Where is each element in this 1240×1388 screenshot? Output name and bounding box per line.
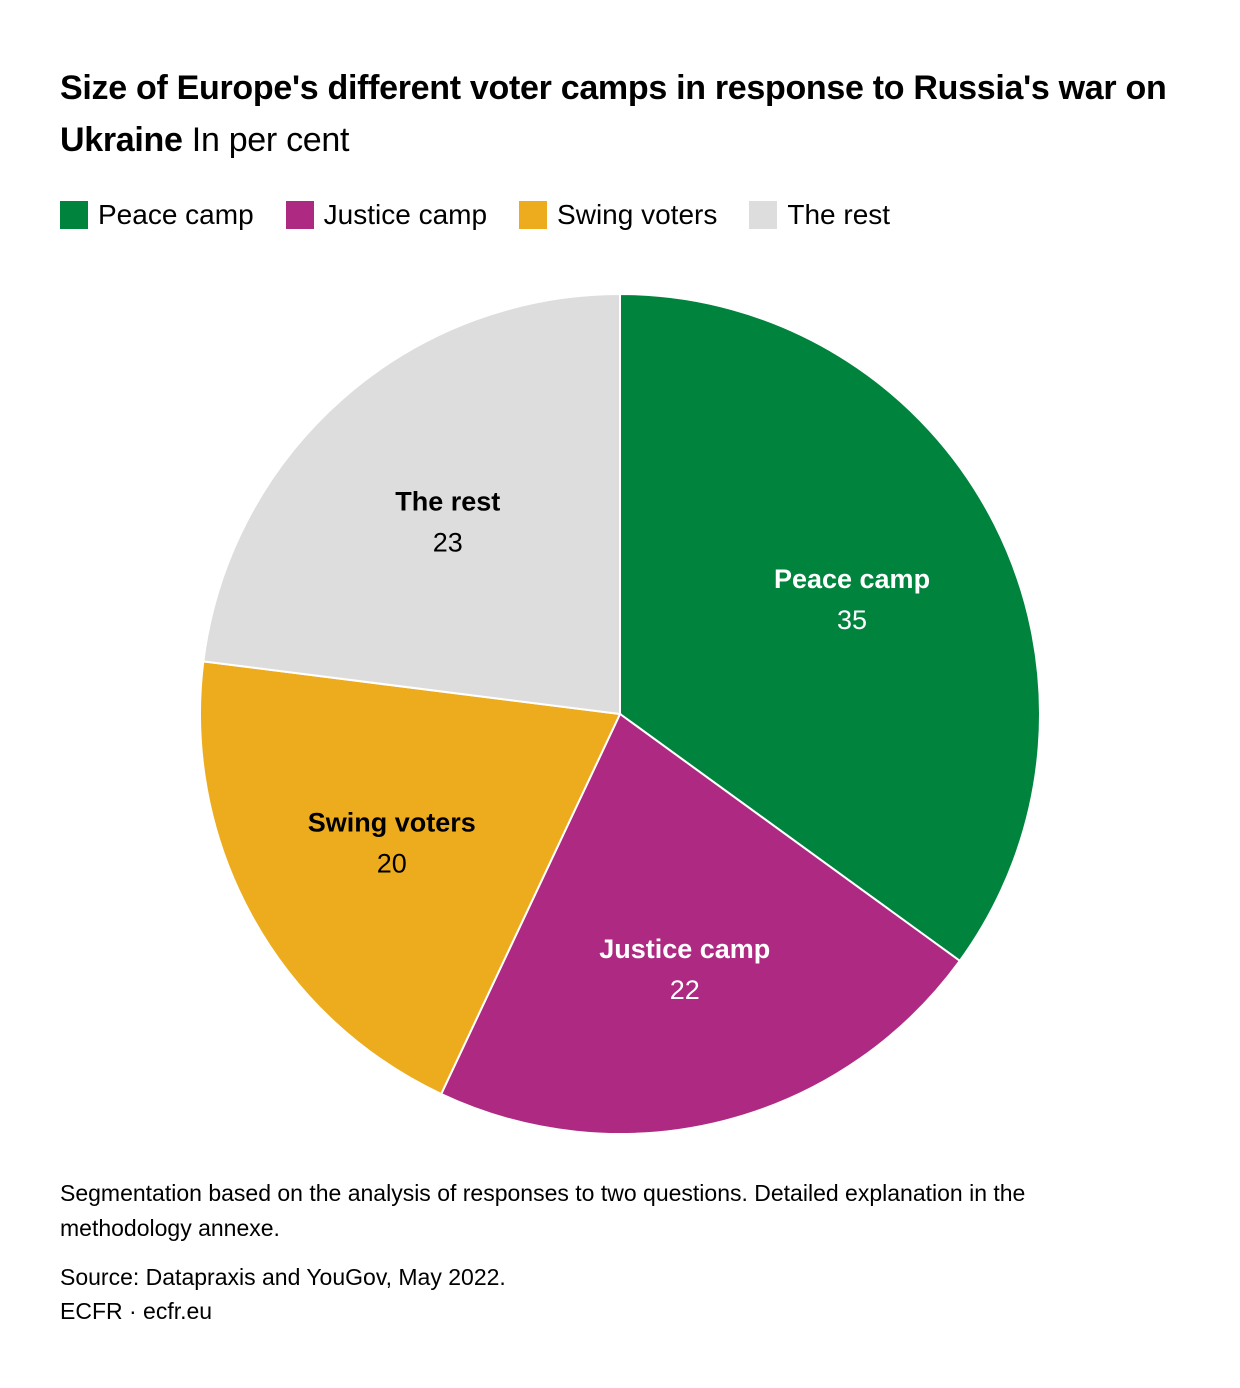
legend-swatch-swing-voters bbox=[519, 201, 548, 229]
legend-label-justice-camp: Justice camp bbox=[323, 199, 488, 230]
slice-value-swing-voters: 20 bbox=[377, 848, 407, 878]
chart-title: Size of Europe's different voter camps i… bbox=[60, 62, 1180, 166]
source-note: Source: Datapraxis and YouGov, May 2022. bbox=[60, 1264, 506, 1290]
slice-value-the-rest: 23 bbox=[433, 528, 463, 558]
slice-label-swing-voters: Swing voters bbox=[308, 807, 476, 837]
slice-label-the-rest: The rest bbox=[395, 487, 500, 517]
slice-label-peace-camp: Peace camp bbox=[774, 564, 930, 594]
legend-label-the-rest: The rest bbox=[787, 199, 891, 230]
slice-value-peace-camp: 35 bbox=[837, 605, 867, 635]
pie-slice-the-rest bbox=[202, 292, 621, 716]
footnote: Segmentation based on the analysis of re… bbox=[60, 1180, 1026, 1241]
credit-note: ECFR · ecfr.eu bbox=[60, 1298, 213, 1324]
legend-item-peace-camp: Peace camp bbox=[60, 199, 254, 231]
pie-slice-peace-camp bbox=[619, 292, 1041, 963]
legend-item-the-rest: The rest bbox=[749, 199, 890, 231]
legend-label-peace-camp: Peace camp bbox=[98, 199, 254, 230]
chart-title-unit: In per cent bbox=[191, 121, 350, 159]
slice-value-justice-camp: 22 bbox=[670, 975, 700, 1005]
legend-swatch-justice-camp bbox=[285, 201, 314, 229]
slice-label-justice-camp: Justice camp bbox=[599, 934, 770, 964]
legend-item-swing-voters: Swing voters bbox=[519, 199, 717, 231]
pie-slice-swing-voters bbox=[199, 660, 622, 1096]
legend-swatch-peace-camp bbox=[60, 201, 88, 229]
legend-label-swing-voters: Swing voters bbox=[557, 199, 718, 230]
legend: Peace camp Justice camp Swing voters The… bbox=[60, 197, 922, 233]
legend-item-justice-camp: Justice camp bbox=[285, 199, 488, 231]
legend-swatch-the-rest bbox=[749, 201, 778, 229]
chart-title-main: Size of Europe's different voter camps i… bbox=[60, 69, 1167, 159]
